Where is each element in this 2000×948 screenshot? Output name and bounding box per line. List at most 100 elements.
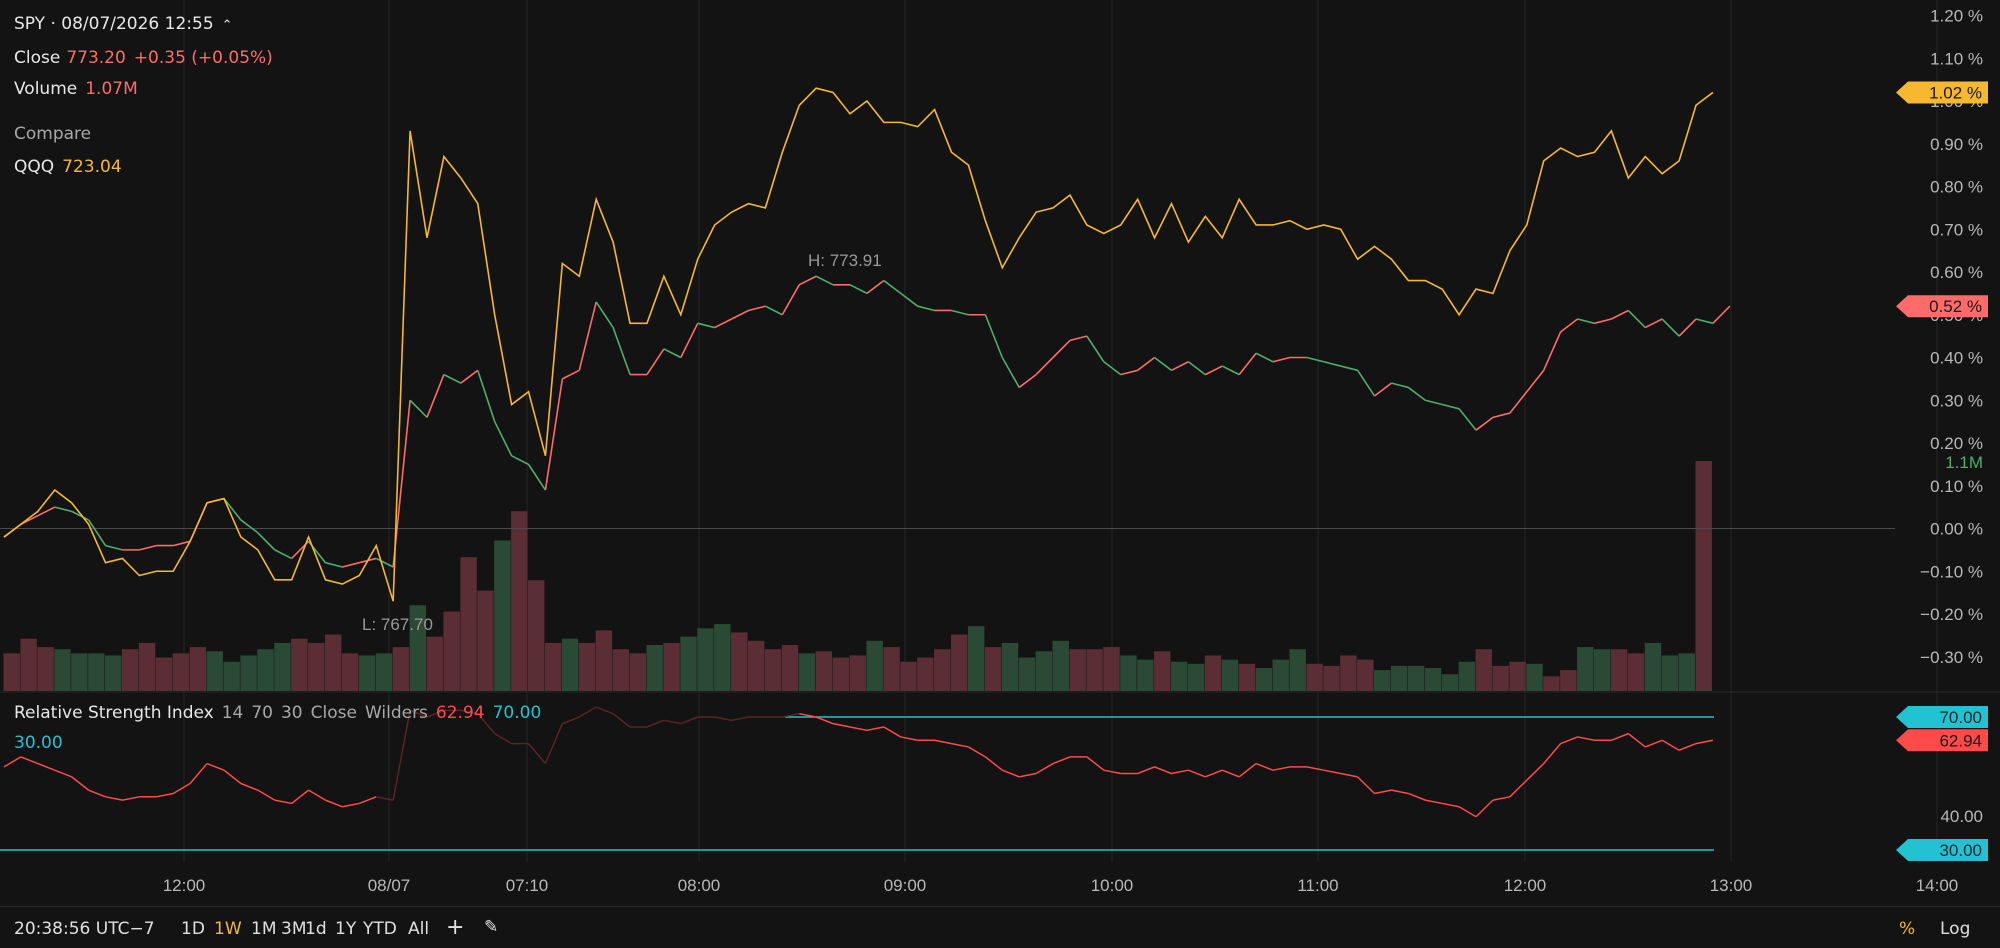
- rsi-segment: [1627, 733, 1646, 748]
- volume-bar: [71, 653, 88, 691]
- volume-bar: [1086, 649, 1103, 691]
- rsi-segment: [815, 716, 834, 725]
- spy-segment: [1272, 356, 1291, 363]
- y-tick-label: 0.10 %: [1930, 477, 1983, 496]
- volume-label: Volume: [14, 79, 78, 99]
- range-1y[interactable]: 1Y: [335, 919, 357, 939]
- volume-bar: [392, 647, 410, 691]
- rsi-segment: [1171, 769, 1189, 775]
- rsi-segment: [832, 722, 851, 728]
- volume-bar: [747, 640, 765, 691]
- range-ytd[interactable]: YTD: [363, 919, 397, 939]
- rsi-segment: [1391, 789, 1409, 795]
- range-1m[interactable]: 1M: [251, 919, 277, 939]
- rsi-segment: [308, 789, 326, 801]
- spy-segment: [1001, 357, 1020, 388]
- price-labels: 1.02 % 0.52 % 1.1M 70.00 62.94 30.00: [1896, 81, 1988, 861]
- rsi-segment: [122, 796, 140, 801]
- y-tick-label: 0.80 %: [1930, 178, 1983, 197]
- pencil-icon[interactable]: ✎: [484, 917, 499, 937]
- spy-segment: [1458, 408, 1477, 431]
- volume-bar: [1661, 655, 1679, 691]
- percent-toggle[interactable]: %: [1899, 919, 1916, 939]
- spy-segment: [1187, 361, 1206, 376]
- volume-bar: [460, 557, 477, 691]
- volume-bar: [1103, 647, 1120, 691]
- rsi-segment: [1323, 769, 1341, 775]
- volume-bar: [138, 642, 156, 691]
- spy-segment: [1644, 318, 1663, 329]
- range-all[interactable]: All: [408, 919, 430, 939]
- rsi-period: 14: [221, 703, 244, 723]
- y-tick-label: −0.20 %: [1920, 605, 1983, 624]
- spy-segment: [781, 284, 800, 316]
- rsi-lower-row: 30.00: [14, 733, 71, 753]
- price-chart[interactable]: 1.20 %1.10 %1.00 %0.90 %0.80 %0.70 %0.60…: [0, 0, 2000, 906]
- compare-row[interactable]: QQQ 723.04: [14, 157, 130, 177]
- volume-bar: [951, 634, 968, 691]
- spy-segment: [274, 549, 293, 560]
- volume-bar: [257, 649, 274, 691]
- range-1w[interactable]: 1W: [214, 919, 242, 939]
- rsi-segment: [376, 796, 394, 801]
- rsi-segment: [1526, 763, 1545, 781]
- plus-icon[interactable]: +: [446, 915, 465, 940]
- spy-segment: [883, 279, 902, 295]
- rsi-lower: 30: [280, 703, 303, 723]
- range-1d-interval[interactable]: 1d: [305, 919, 327, 939]
- rsi-segment: [359, 796, 377, 805]
- spy-segment: [1086, 335, 1105, 363]
- volume-bar: [1035, 651, 1053, 691]
- volume-bar: [714, 624, 731, 691]
- spy-segment: [595, 301, 614, 329]
- spy-segment: [748, 305, 766, 312]
- rsi-segment: [883, 726, 902, 738]
- spy-segment: [1594, 318, 1612, 325]
- volume-bar: [375, 653, 393, 691]
- rsi-segment: [1661, 739, 1680, 751]
- spy-segment: [917, 305, 935, 312]
- volume-bar: [663, 642, 680, 691]
- spy-segment: [54, 506, 72, 513]
- rsi-segment: [1509, 779, 1528, 798]
- spy-segment: [1712, 305, 1731, 324]
- spy-segment: [1035, 356, 1054, 376]
- rsi-header[interactable]: Relative Strength Index 14 70 30 Close Wilder…: [14, 703, 549, 723]
- spy-segment: [1611, 309, 1629, 320]
- volume-bar: [1678, 653, 1695, 691]
- spy-segment: [1120, 369, 1138, 376]
- rsi-segment: [612, 713, 631, 728]
- volume-bar: [1323, 665, 1340, 691]
- volume-bar: [731, 632, 748, 691]
- rsi-segment: [1052, 756, 1071, 765]
- rsi-source: Close: [310, 703, 357, 723]
- spy-segment: [1052, 339, 1071, 359]
- volume-bar: [1407, 665, 1425, 691]
- spy-segment: [1154, 356, 1172, 371]
- chevron-up-icon[interactable]: ⌃: [221, 18, 233, 33]
- volume-bar: [223, 661, 240, 691]
- volume-bar: [291, 638, 308, 691]
- close-change: +0.35 (+0.05%): [133, 48, 273, 68]
- rsi-segment: [1019, 772, 1037, 778]
- rsi-segment: [1137, 766, 1155, 775]
- spy-segment: [815, 275, 834, 286]
- symbol-header[interactable]: SPY · 08/07/2026 12:55 ⌃: [14, 14, 241, 34]
- range-1d[interactable]: 1D: [181, 919, 205, 939]
- spy-segment: [1238, 352, 1257, 376]
- log-toggle[interactable]: Log: [1940, 919, 1971, 939]
- spy-segment: [1391, 382, 1409, 389]
- y-tick-label: 0.70 %: [1930, 220, 1983, 239]
- range-3m[interactable]: 3M: [281, 919, 307, 939]
- x-tick-label: 11:00: [1297, 876, 1338, 895]
- spy-segment: [1627, 309, 1646, 329]
- volume-bar: [3, 653, 20, 691]
- rsi-segment: [88, 789, 106, 798]
- volume-bar: [1120, 655, 1137, 691]
- spy-segment: [798, 275, 817, 286]
- rsi-segment: [37, 762, 56, 771]
- rsi-segment: [1103, 769, 1121, 775]
- volume-bar: [1441, 674, 1459, 691]
- volume-bar: [155, 657, 173, 691]
- rsi-segment: [1374, 789, 1392, 795]
